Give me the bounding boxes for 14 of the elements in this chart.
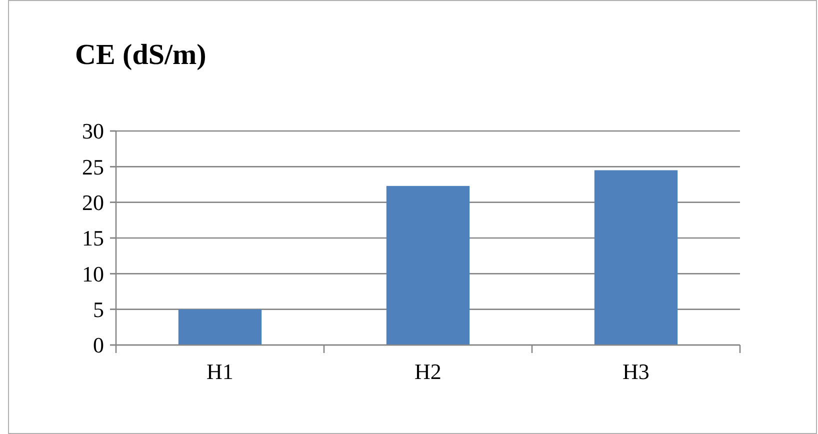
x-tick-label: H1 (206, 359, 234, 384)
y-tick-label: 30 (82, 118, 104, 144)
chart-title: CE (dS/m) (75, 39, 206, 71)
bar (178, 309, 262, 345)
y-tick-label: 20 (82, 190, 104, 216)
bar (386, 186, 470, 345)
y-tick-label: 5 (93, 297, 104, 322)
y-tick-label: 0 (93, 332, 104, 358)
bar (594, 170, 678, 345)
y-tick-label: 15 (82, 226, 104, 251)
y-tick-label: 10 (82, 261, 104, 286)
x-tick-label: H3 (622, 359, 650, 384)
x-tick-label: H2 (414, 359, 442, 384)
y-tick-label: 25 (82, 154, 104, 180)
